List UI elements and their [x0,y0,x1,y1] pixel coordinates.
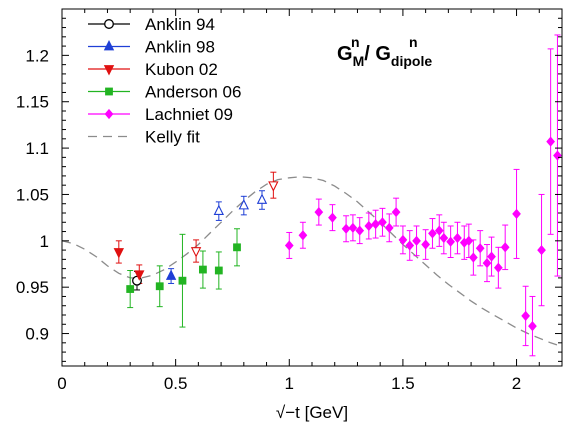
x-tick-label: 1.5 [391,374,415,393]
legend-marker [105,87,113,96]
lachniet-09-point [398,234,408,245]
lachniet-09-point [371,219,380,230]
anklin-98-point [213,204,225,215]
lachniet-09-point [453,232,462,244]
lachniet-09-point [500,242,510,253]
title-sup-den: n [409,34,418,50]
lachniet-09-point [378,217,387,228]
y-axis: 0.9 0.95 1 1.05 1.1 1.15 1.2 [16,17,562,362]
marker-layer [113,136,562,332]
lachniet-09-point [348,222,358,233]
x-axis-label: √−t [GeV] [276,403,348,422]
x-tick-label: 0.5 [164,374,188,393]
y-tick-label: 1.1 [25,139,49,158]
lachniet-09-point [412,235,421,246]
legend-item-kelly-fit: Kelly fit [88,128,200,147]
lachniet-09-point [446,236,455,247]
kelly-fit-curve [61,176,563,348]
legend-item-lachniet-09: Lachniet 09 [88,105,233,124]
x-tick-label: 0 [57,374,66,393]
plot-background [62,9,563,366]
lachniet-09-point [528,321,537,332]
legend-marker [104,108,114,120]
legend: Anklin 94 Anklin 98 Kubon 02 Anderson 06 Lac… [88,15,241,147]
lachniet-09-point [364,220,374,232]
lachniet-09-point [482,258,492,269]
lachniet-09-point [298,230,308,241]
y-tick-label: 0.95 [16,278,49,297]
lachniet-09-point [405,240,415,251]
lachniet-09-point [341,223,351,234]
chart-title: GM/ Gdipole n n [337,34,432,69]
lachniet-09-point [434,225,444,236]
anderson-06-point [214,266,223,275]
lachniet-09-point [553,150,562,161]
lachniet-09-point [521,310,530,321]
kubon-02-point [268,181,279,192]
anklin-98-point [165,269,177,280]
anderson-06-point [155,282,164,291]
lachniet-09-point [464,235,474,246]
lachniet-09-point [494,262,503,273]
lachniet-09-point [537,245,546,256]
legend-marker [103,65,115,76]
anklin-98-point [256,193,268,204]
lachniet-09-point [284,240,294,251]
y-tick-label: 1.2 [25,46,49,65]
kubon-02-point [113,248,125,259]
x-axis: 0 0.5 1 1.5 2 [57,9,540,393]
title-sub-den: dipole [391,53,432,69]
anderson-06-point [199,265,207,274]
legend-label: Lachniet 09 [145,105,233,124]
lachniet-09-point [355,225,365,236]
legend-label: Anklin 94 [145,15,215,34]
title-main: G [337,43,353,65]
legend-marker [103,39,115,51]
lachniet-09-point [428,228,437,239]
anderson-06-point [178,276,187,285]
legend-label: Kubon 02 [145,60,218,79]
anklin-98-point [238,199,250,210]
lachniet-09-point [469,252,478,263]
lachniet-09-point [546,136,555,147]
svg-text:GM/ Gdipole: GM/ Gdipole [337,43,432,69]
lachniet-09-point [384,222,394,233]
title-sub-main: M [353,53,365,69]
y-tick-label: 1.05 [16,185,49,204]
fit-layer [61,176,563,348]
kubon-02-point [190,247,202,258]
x-tick-label: 2 [512,374,521,393]
lachniet-09-point [328,212,337,223]
lachniet-09-point [487,251,496,262]
lachniet-09-point [439,232,449,244]
title-sup-main: n [351,34,360,50]
legend-item-anklin-94: Anklin 94 [88,15,215,34]
lachniet-09-point [314,207,324,218]
legend-marker [104,19,114,29]
y-tick-label: 1.15 [16,93,49,112]
kubon-02-point [134,270,145,281]
lachniet-09-point [512,208,521,219]
lachniet-09-point [475,243,485,254]
lachniet-09-point [421,239,430,250]
y-tick-label: 0.9 [25,325,49,344]
legend-item-anderson-06: Anderson 06 [88,83,241,102]
legend-item-anklin-98: Anklin 98 [88,38,215,57]
legend-label: Anderson 06 [145,83,241,102]
x-tick-label: 1 [285,374,294,393]
lachniet-09-point [391,207,401,218]
legend-label: Anklin 98 [145,38,215,57]
anderson-06-point [233,243,241,252]
y-tick-label: 1 [40,232,49,251]
anderson-06-point [126,285,135,293]
legend-label: Kelly fit [145,128,200,147]
title-sep: / G [364,43,391,65]
legend-item-kubon-02: Kubon 02 [88,60,218,79]
